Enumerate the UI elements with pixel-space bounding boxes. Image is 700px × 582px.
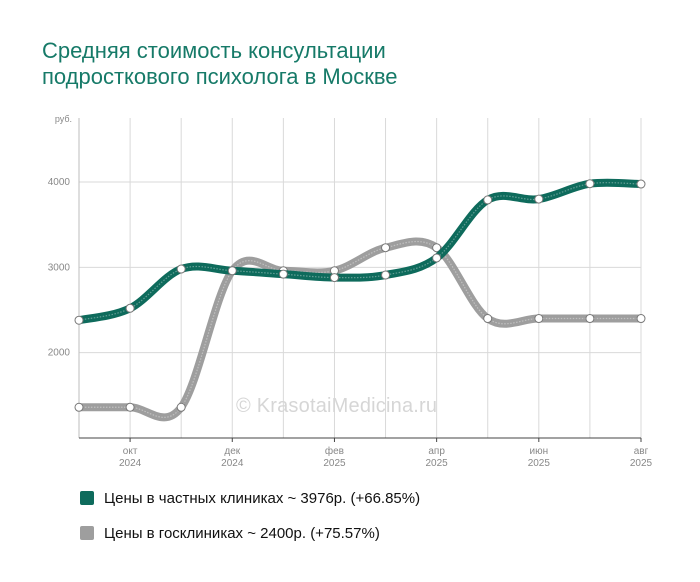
legend-swatch-private [80,491,94,505]
y-tick-label: 3000 [48,262,71,273]
y-tick-label: 4000 [48,177,71,188]
x-tick-label-year: 2024 [221,458,244,469]
data-point [125,402,135,412]
data-point [74,402,84,412]
x-tick-label-month: дек [224,446,240,457]
x-tick-label-year: 2025 [528,458,551,469]
chart-title-line-1: Средняя стоимость консультации [42,38,386,63]
data-point [176,402,186,412]
data-point [381,270,391,280]
data-point [176,264,186,274]
x-tick-label-year: 2025 [323,458,346,469]
legend-label-state: Цены в госклиниках ~ 2400р. (+75.57%) [104,524,380,542]
y-unit-label: руб. [55,114,72,124]
legend-item-private[interactable]: Цены в частных клиниках ~ 3976р. (+66.85… [80,486,420,510]
series-line-texture-1 [78,182,642,321]
axes: 200030004000руб.окт2024дек2024фев2025апр… [48,114,653,469]
data-point [125,303,135,313]
data-point [636,179,646,189]
x-tick-label-year: 2024 [119,458,142,469]
watermark: © KrasotaiMedicina.ru [236,395,438,417]
data-point [585,179,595,189]
x-tick-label-month: авг [634,446,649,457]
chart-title: Средняя стоимость консультации подростко… [42,38,642,90]
x-tick-label-month: фев [325,445,344,457]
legend-swatch-state [80,526,94,540]
data-point [74,315,84,325]
data-point [534,314,544,324]
series-line-0 [75,237,645,422]
chart-title-line-2: подросткового психолога в Москве [42,64,398,89]
legend: Цены в частных клиниках ~ 3976р. (+66.85… [80,486,420,556]
data-point [636,314,646,324]
data-point [227,266,237,276]
y-tick-label: 2000 [48,348,71,359]
series-line-texture-0 [78,240,641,418]
legend-item-state[interactable]: Цены в госклиниках ~ 2400р. (+75.57%) [80,521,420,545]
data-point [483,314,493,324]
series-line-1 [75,178,645,325]
data-point [381,243,391,253]
x-tick-label-month: июн [530,446,549,457]
x-tick-label-year: 2025 [630,458,653,469]
data-point [432,253,442,263]
x-tick-label-year: 2025 [426,458,449,469]
data-point [432,243,442,253]
data-point [483,195,493,205]
data-point [534,194,544,204]
x-tick-label-month: окт [123,446,138,457]
data-point [329,273,339,283]
data-point [278,269,288,279]
x-tick-label-month: апр [428,446,445,457]
series-layer [74,178,646,422]
legend-label-private: Цены в частных клиниках ~ 3976р. (+66.85… [104,489,421,507]
data-point [585,314,595,324]
